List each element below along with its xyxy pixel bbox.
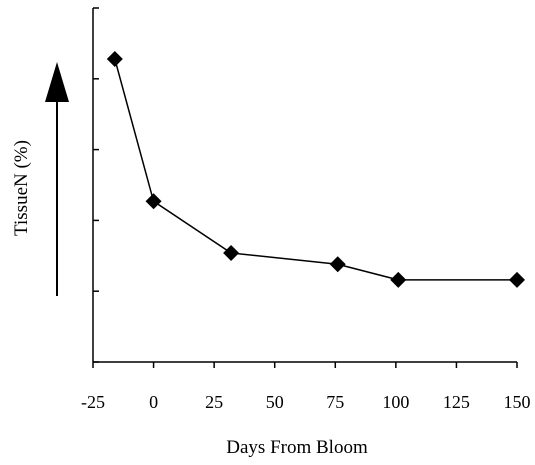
data-point-diamond — [106, 50, 123, 67]
y-axis — [92, 7, 99, 363]
y-axis-title: TissueN (%) — [11, 140, 32, 236]
x-tick-label: 0 — [149, 392, 158, 412]
x-axis-ticks — [92, 362, 518, 368]
x-tick-label: -25 — [81, 392, 105, 412]
y-axis-ticks — [93, 7, 99, 363]
data-point-diamond — [223, 244, 240, 261]
x-tick-label: 100 — [382, 392, 409, 412]
x-tick-label: 75 — [326, 392, 344, 412]
arrow-up-icon — [45, 62, 69, 102]
x-tick-label: 25 — [205, 392, 223, 412]
x-tick-label: 150 — [504, 392, 531, 412]
increase-arrow — [45, 62, 69, 296]
data-point-diamond — [390, 271, 407, 288]
data-point-diamond — [509, 271, 525, 288]
series-line — [114, 58, 517, 281]
x-axis-title: Days From Bloom — [226, 437, 368, 458]
data-point-diamond — [329, 256, 346, 273]
data-point-diamond — [145, 193, 162, 210]
x-tick-label: 50 — [266, 392, 284, 412]
x-axis-tick-labels: -25 0 25 50 75 100 125 150 — [81, 392, 531, 412]
x-tick-label: 125 — [443, 392, 470, 412]
series-group — [106, 50, 525, 288]
x-axis: -25 0 25 50 75 100 125 150 — [81, 361, 531, 412]
